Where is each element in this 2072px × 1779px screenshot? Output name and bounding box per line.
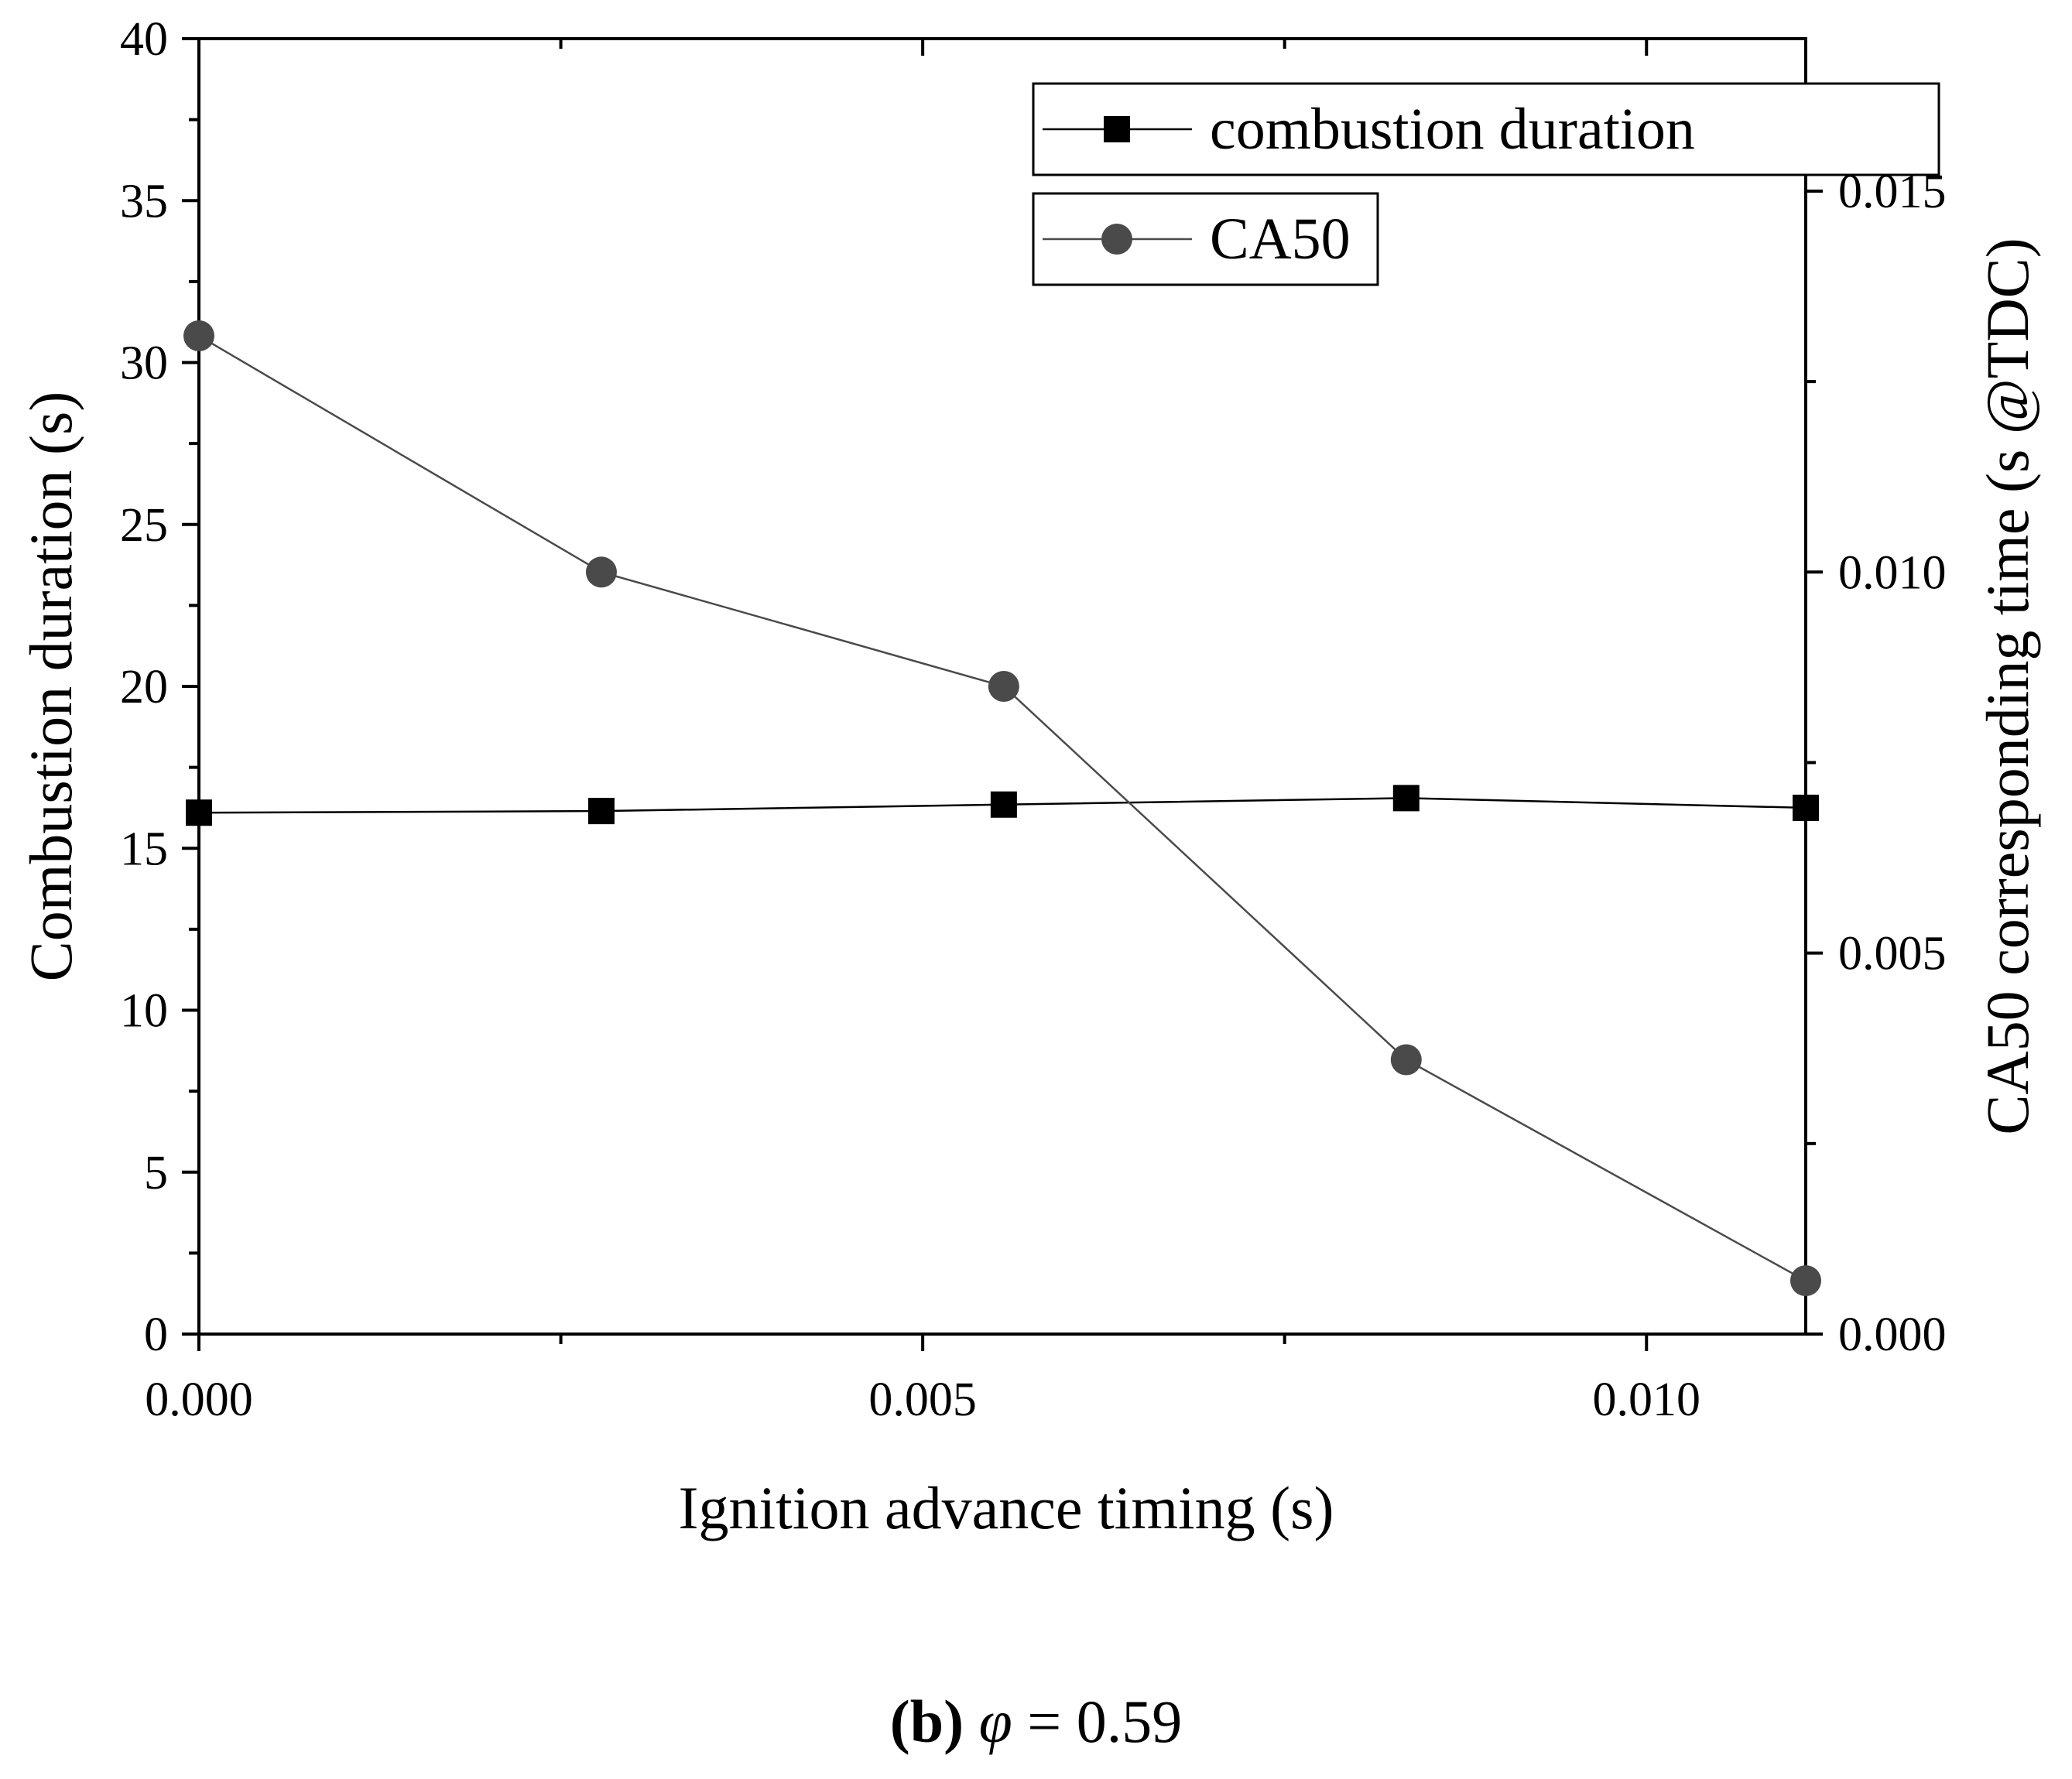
data-point-square [1793, 794, 1819, 821]
y-tick-label: 30 [120, 337, 168, 390]
legend: combustion duration CA50 [1032, 82, 1940, 286]
y-tick-label: 20 [120, 661, 168, 713]
caption-symbol: φ [978, 1688, 1012, 1755]
figure-caption: (b) φ = 0.59 [0, 1687, 2072, 1757]
data-point-circle [988, 671, 1019, 702]
legend-item-ca50: CA50 [1032, 192, 1379, 286]
y2-tick-label: 0.000 [1838, 1309, 1947, 1361]
axes-layer: 0.000 0.005 0.010 0 5 10 15 20 25 30 35 40 0.000 0.00… [17, 13, 2041, 1541]
legend-item-combustion-duration: combustion duration [1032, 82, 1940, 176]
x-tick-label: 0.005 [868, 1374, 977, 1426]
data-point-square [587, 798, 615, 825]
series-ca50 [183, 320, 1821, 1297]
data-point-circle [1390, 1044, 1422, 1076]
legend-label: combustion duration [1210, 97, 1695, 162]
legend-marker-square [1104, 116, 1130, 142]
data-point-square [186, 799, 212, 826]
y-tick-label: 40 [120, 13, 168, 66]
data-point-square [1392, 785, 1420, 812]
caption-value: = 0.59 [1012, 1688, 1183, 1755]
y-tick-label: 0 [144, 1309, 168, 1361]
data-point-square [990, 791, 1017, 818]
y-tick-label: 35 [120, 175, 168, 228]
y2-tick-label: 0.005 [1838, 928, 1947, 980]
data-point-circle [183, 320, 214, 352]
y-tick-label: 15 [120, 823, 168, 875]
x-tick-label: 0.000 [145, 1374, 253, 1426]
data-point-circle [1790, 1265, 1821, 1297]
x-axis-title: Ignition advance timing (s) [679, 1474, 1334, 1541]
y2-tick-label: 0.010 [1838, 546, 1947, 599]
series-layer [183, 320, 1821, 1297]
x-tick-label: 0.010 [1593, 1374, 1701, 1426]
y-tick-label: 5 [144, 1147, 168, 1199]
y-tick-label: 10 [120, 985, 168, 1038]
y-tick-label: 25 [120, 499, 168, 552]
legend-label: CA50 [1210, 207, 1351, 272]
caption-label: (b) [889, 1688, 964, 1755]
data-point-circle [585, 556, 617, 588]
y2-axis-title: CA50 corresponding time (s @TDC) [1974, 238, 2041, 1134]
y-axis-title: Combustion duration (s) [17, 392, 84, 982]
legend-marker-circle [1101, 224, 1132, 255]
series-combustion-duration [186, 785, 1819, 826]
